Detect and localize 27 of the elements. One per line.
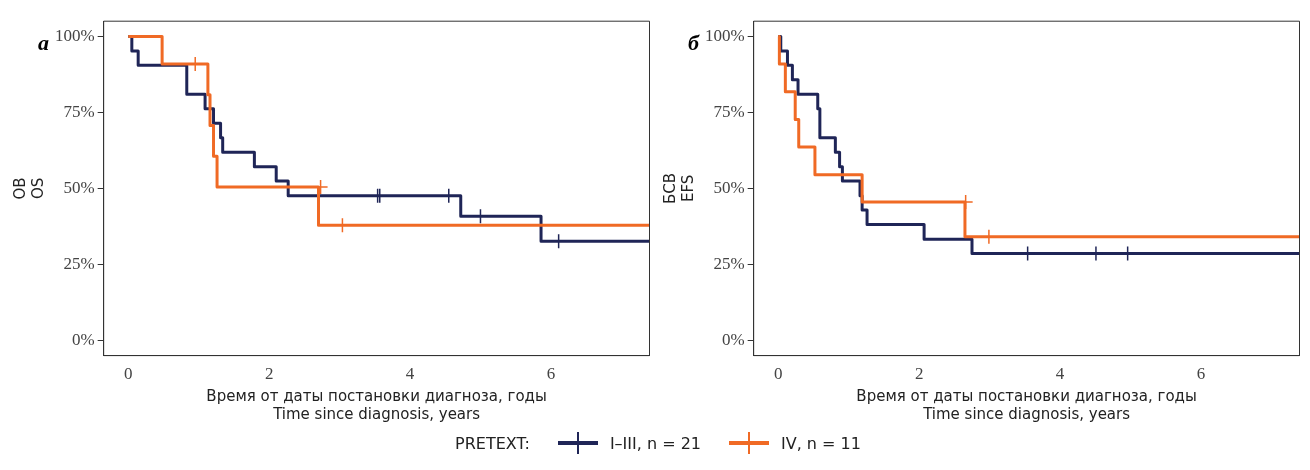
x-tick-label: 2 <box>264 364 274 384</box>
x-axis-title: Время от даты постановки диагноза, годы Time since diagnosis, years <box>856 386 1197 423</box>
x-tick-label: 0 <box>124 364 133 384</box>
y-tick-label: 50% <box>63 177 95 197</box>
y-tick-label: 50% <box>713 177 745 197</box>
y-tick-label: 0% <box>721 329 745 349</box>
y-axis-title: БСВ EFS <box>660 172 697 204</box>
y-tick-label: 75% <box>713 101 745 121</box>
legend-label: IV, n = 11 <box>781 433 861 453</box>
x-tick-label: 0 <box>774 364 783 384</box>
chart-title: а <box>38 30 49 56</box>
y-tick-label: 25% <box>63 253 95 273</box>
chart-title: б <box>688 30 699 56</box>
y-tick-label: 0% <box>71 329 95 349</box>
y-tick-label: 75% <box>63 101 95 121</box>
legend-label: I–III, n = 21 <box>609 433 702 453</box>
x-tick-label: 6 <box>546 364 556 384</box>
x-axis-title: Время от даты постановки диагноза, годы Time since diagnosis, years <box>206 386 547 423</box>
x-tick-label: 4 <box>405 364 415 384</box>
y-axis-title: ОВ OS <box>10 177 47 200</box>
x-tick-label: 6 <box>1196 364 1206 384</box>
y-tick-label: 25% <box>713 253 745 273</box>
y-tick-label: 100% <box>704 25 745 45</box>
legend-title: PRETEXT: <box>455 433 530 453</box>
x-tick-label: 4 <box>1055 364 1065 384</box>
y-tick-label: 100% <box>54 25 95 45</box>
x-tick-label: 2 <box>914 364 924 384</box>
